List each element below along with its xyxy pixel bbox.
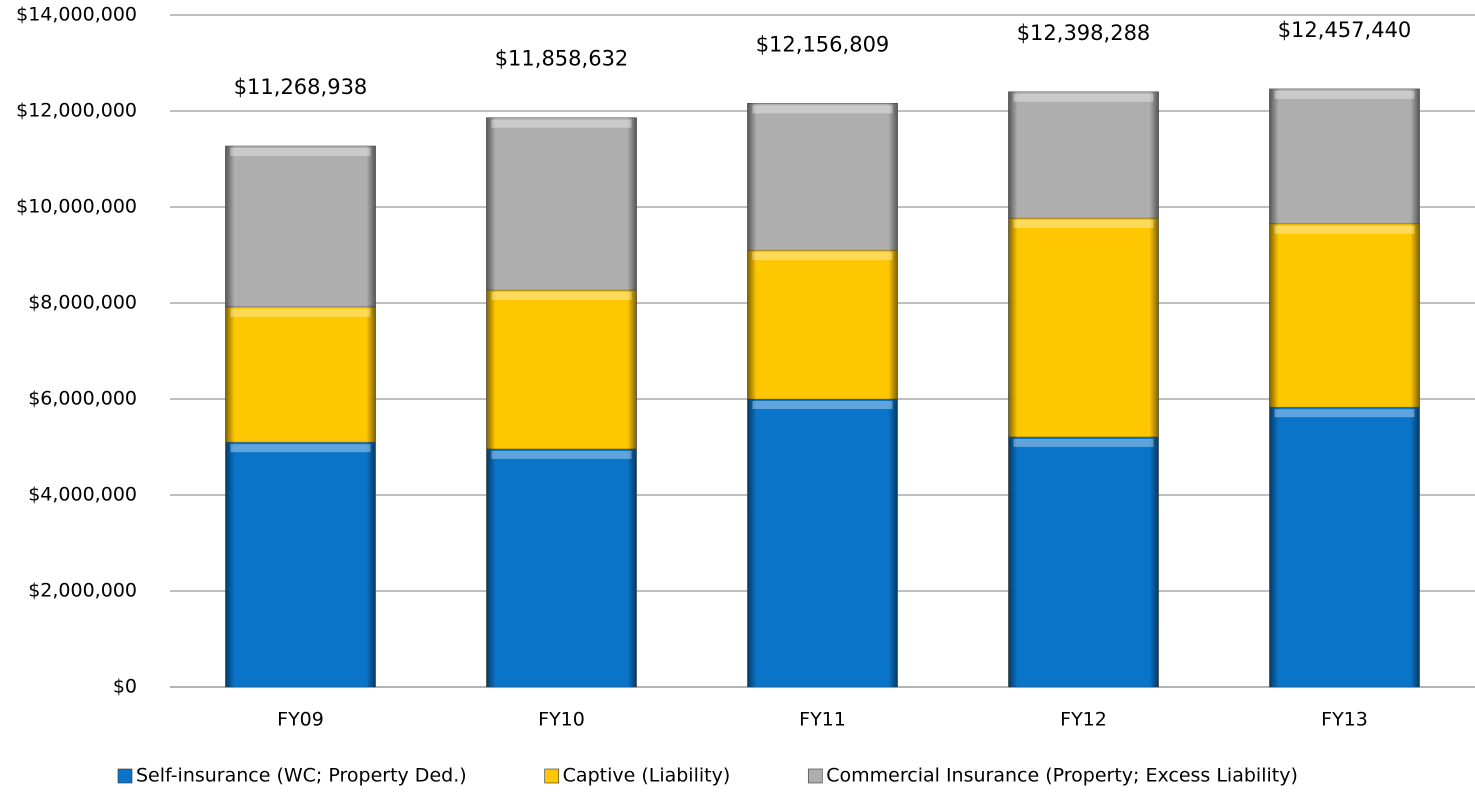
bar-bevel — [747, 250, 898, 399]
bar-highlight — [491, 450, 632, 459]
y-tick-label: $6,000,000 — [28, 388, 137, 410]
legend-swatch — [807, 768, 823, 784]
legend-label: Commercial Insurance (Property; Excess L… — [826, 765, 1298, 787]
bar-bevel — [1008, 436, 1159, 687]
x-tick-label: FY11 — [799, 709, 846, 731]
total-label: $12,156,809 — [756, 32, 890, 56]
y-tick-label: $0 — [113, 676, 137, 698]
total-label: $12,398,288 — [1017, 21, 1151, 45]
total-label: $12,457,440 — [1278, 18, 1412, 42]
bar-highlight — [491, 119, 632, 128]
bar-highlight — [752, 401, 893, 409]
bar-highlight — [752, 105, 893, 114]
bar-bevel — [486, 448, 637, 687]
bar-highlight — [230, 444, 371, 453]
x-tick-label: FY09 — [277, 709, 324, 731]
bar-bevel — [486, 290, 637, 449]
y-tick-label: $12,000,000 — [16, 100, 137, 122]
bar-bevel — [1269, 407, 1420, 687]
bar-bevel — [747, 399, 898, 687]
y-tick-label: $10,000,000 — [16, 196, 137, 218]
bar-highlight — [1274, 90, 1415, 99]
bar-bevel — [1269, 88, 1420, 224]
bar-highlight — [230, 308, 371, 317]
bar-bevel — [1269, 223, 1420, 408]
bar-highlight — [1013, 93, 1154, 102]
legend-label: Self-insurance (WC; Property Ded.) — [136, 765, 467, 787]
total-label: $11,858,632 — [495, 47, 629, 71]
x-tick-label: FY12 — [1060, 709, 1107, 731]
bar-highlight — [1274, 409, 1415, 418]
bar-bevel — [225, 442, 376, 687]
bar-bevel — [747, 103, 898, 251]
bar-highlight — [491, 292, 632, 301]
y-tick-label: $14,000,000 — [16, 4, 137, 26]
bar-bevel — [486, 117, 637, 291]
bar-highlight — [1274, 225, 1415, 234]
bar-highlight — [752, 252, 893, 261]
bar-bevel — [1008, 218, 1159, 437]
y-tick-label: $2,000,000 — [28, 580, 137, 602]
total-label: $11,268,938 — [234, 75, 368, 99]
y-tick-label: $8,000,000 — [28, 292, 137, 314]
bar-highlight — [1013, 438, 1154, 447]
bar-bevel — [225, 146, 376, 307]
x-tick-label: FY13 — [1321, 709, 1368, 731]
bar-bevel — [1008, 91, 1159, 219]
bar-bevel — [225, 306, 376, 443]
y-tick-label: $4,000,000 — [28, 484, 137, 506]
legend-swatch — [117, 768, 133, 784]
x-tick-label: FY10 — [538, 709, 585, 731]
legend-swatch — [544, 768, 559, 784]
bar-highlight — [230, 148, 371, 157]
bar-highlight — [1013, 220, 1154, 229]
legend-label: Captive (Liability) — [563, 765, 731, 787]
